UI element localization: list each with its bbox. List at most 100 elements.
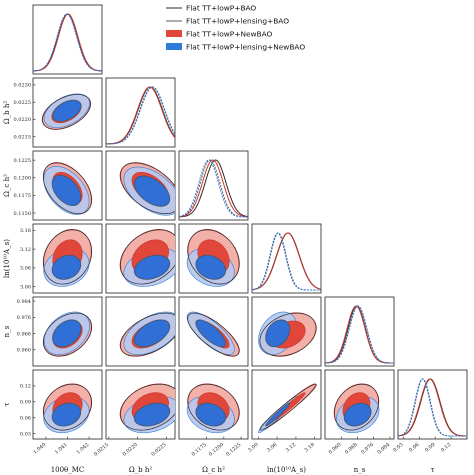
contour-panel-1-4 <box>105 296 176 367</box>
marginal-curve-red <box>397 378 468 437</box>
x-tick-label: 0.09 <box>424 442 436 454</box>
x-axis-label: n_s <box>354 466 366 474</box>
marginal-curve-blue <box>397 378 467 437</box>
legend-swatch-newbao <box>166 30 182 37</box>
x-tick-label: 0.984 <box>376 442 391 456</box>
x-tick-label: 1.042 <box>76 442 91 456</box>
y-tick-label: 0.0230 <box>14 83 32 89</box>
marginal-panel-5 <box>397 369 468 440</box>
x-tick-label: 0.976 <box>360 442 375 456</box>
contour-panel-2-4 <box>178 296 249 367</box>
x-tick-label: 0.0215 <box>93 442 110 458</box>
legend-swatch-lensing-newbao <box>166 43 182 50</box>
contour-panel-2-5 <box>178 369 249 440</box>
marginal-curve-bao <box>178 159 249 218</box>
y-tick-label: 0.1200 <box>14 176 32 182</box>
marginal-curve-red <box>105 86 176 145</box>
marginal-curve-red <box>178 159 249 218</box>
contour-panel-1-3 <box>105 223 176 294</box>
y-tick-label: 0.1175 <box>14 193 32 199</box>
marginal-curve-red <box>324 305 394 364</box>
contour-panel-1-2 <box>105 150 176 221</box>
y-tick-label: 3.18 <box>20 228 31 234</box>
legend-label-lensing-bao: Flat TT+lowP+lensing+BAO <box>186 17 289 26</box>
contour-panel-2-3 <box>178 223 249 294</box>
x-tick-label: 3.00 <box>247 442 259 454</box>
marginal-panel-3 <box>251 223 322 294</box>
y-tick-label: 0.0220 <box>14 117 32 123</box>
contour-group <box>258 311 317 357</box>
x-axis-label: τ <box>431 466 435 474</box>
x-tick-label: 0.0225 <box>150 442 167 458</box>
x-tick-label: 0.12 <box>440 442 452 454</box>
contour-group <box>41 93 92 130</box>
contour-lensing-bao-68 <box>51 174 82 207</box>
contour-bao-95 <box>333 383 380 431</box>
marginal-panel-1 <box>105 77 176 148</box>
legend: Flat TT+lowP+BAO Flat TT+lowP+lensing+BA… <box>166 4 305 52</box>
contour-group <box>42 383 93 434</box>
x-tick-label: 0.06 <box>408 442 420 454</box>
contour-group <box>333 383 380 434</box>
contour-group <box>119 162 175 216</box>
contour-group <box>119 383 175 434</box>
contour-panel-1-5 <box>105 369 176 440</box>
contour-bao-95 <box>187 383 240 431</box>
x-tick-label: 0.1200 <box>208 442 225 458</box>
x-axis-label: Ω_c h² <box>202 466 225 474</box>
y-tick-label: 0.1150 <box>14 211 32 217</box>
contour-panel-0-5 <box>32 369 103 440</box>
x-tick-label: 3.12 <box>285 442 297 454</box>
y-tick-label: 3.12 <box>20 247 31 253</box>
x-axis-label: 100θ_MC <box>51 466 85 474</box>
contour-group <box>42 311 93 357</box>
x-tick-label: 0.1175 <box>191 442 208 458</box>
marginal-curve-blue <box>105 86 176 145</box>
contour-lensing-bao-68 <box>52 319 82 348</box>
x-tick-label: 0.960 <box>328 442 343 456</box>
y-tick-label: 0.968 <box>17 331 31 337</box>
x-tick-label: 0.0220 <box>122 442 139 458</box>
contour-bao-95 <box>119 229 175 285</box>
contour-panel-0-3 <box>32 223 103 294</box>
legend-entry-lensing-bao: Flat TT+lowP+lensing+BAO <box>166 17 289 26</box>
contour-bao-95 <box>42 229 93 285</box>
contour-bao-95 <box>259 383 317 431</box>
marginal-panel-2 <box>178 150 249 221</box>
y-tick-label: 0.976 <box>17 315 31 321</box>
x-tick-label: 0.03 <box>392 442 404 454</box>
y-axis-label: τ <box>3 402 11 406</box>
x-axis-label: Ω_b h² <box>129 466 153 474</box>
legend-label-bao: Flat TT+lowP+BAO <box>186 4 256 13</box>
marginal-panel-4 <box>324 296 395 367</box>
x-tick-label: 1.040 <box>32 442 47 456</box>
contour-lensing-bao-68 <box>195 402 227 427</box>
y-axis-label: n_s <box>3 325 11 337</box>
contour-lensing-bao-68 <box>133 319 171 348</box>
contour-bao-95 <box>187 312 240 357</box>
marginal-curve-blue <box>178 159 249 218</box>
contour-group <box>42 228 93 287</box>
contour-group <box>186 383 240 434</box>
legend-label-newbao: Flat TT+lowP+NewBAO <box>186 30 273 39</box>
contour-bao-95 <box>119 162 175 215</box>
contour-lensing-bao-68 <box>195 319 227 348</box>
y-tick-label: 0.09 <box>20 400 31 406</box>
contour-panel-3-5 <box>251 369 322 440</box>
contour-panel-0-2 <box>32 150 103 221</box>
contour-lensing-bao-68 <box>133 402 171 427</box>
contour-lensing-bao-68 <box>265 319 291 348</box>
contour-bao-95 <box>119 312 175 357</box>
contour-lensing-bao-68 <box>51 254 82 280</box>
contour-lensing-bao-68 <box>133 175 171 207</box>
y-axis-label: ln(10¹⁰A_s) <box>3 239 11 278</box>
contour-bao-95 <box>42 312 93 357</box>
contour-lensing-bao-68 <box>133 254 171 280</box>
contour-lensing-bao-68 <box>195 254 227 280</box>
contour-group <box>258 383 317 434</box>
legend-entry-bao: Flat TT+lowP+BAO <box>166 4 256 13</box>
y-axis-label: Ω_b h² <box>3 101 11 125</box>
contour-bao-95 <box>259 312 317 357</box>
y-tick-label: 0.03 <box>20 431 31 437</box>
